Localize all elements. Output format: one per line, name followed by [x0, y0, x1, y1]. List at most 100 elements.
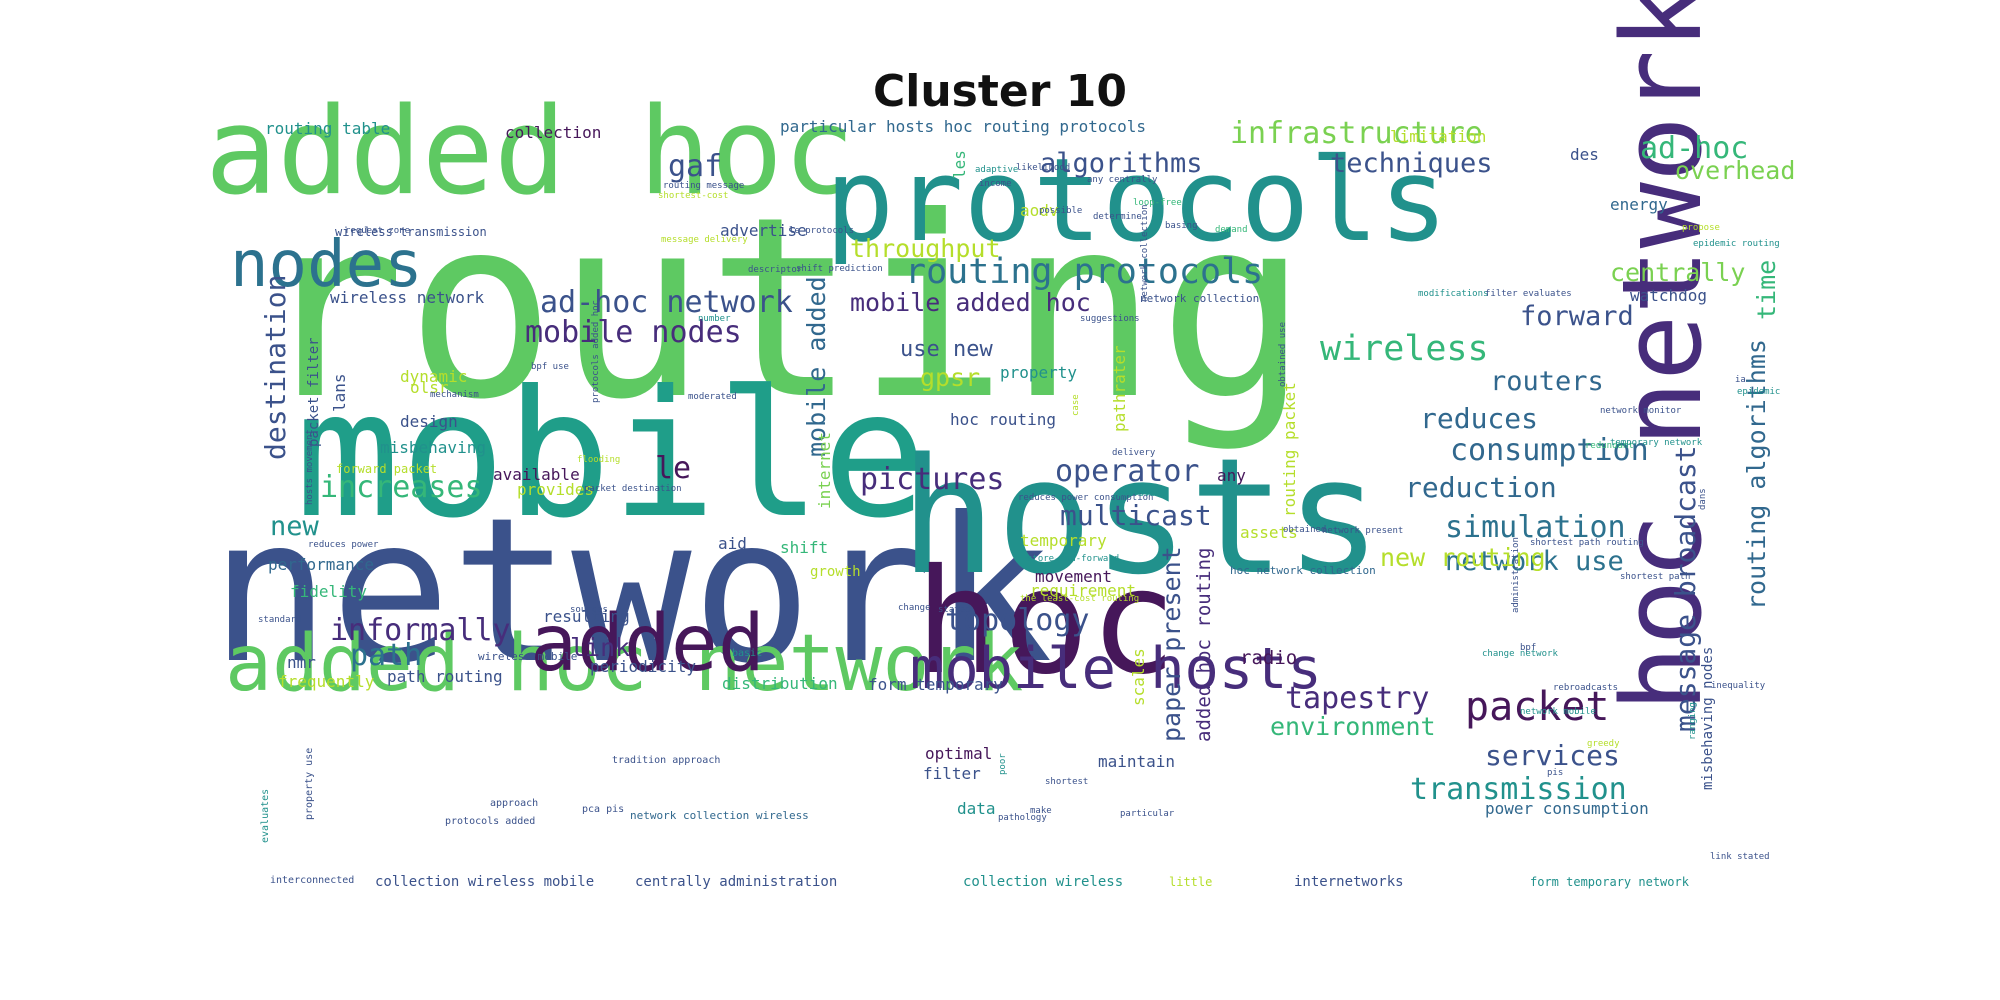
cloud-word: watchdog — [1630, 286, 1707, 305]
cloud-word: path — [350, 638, 422, 673]
cloud-word: shift prediction — [796, 264, 883, 274]
cloud-word: routing table — [265, 119, 390, 138]
cloud-word: tradition approach — [612, 755, 720, 766]
cloud-word: wireless transmission — [335, 225, 487, 239]
cloud-word: particular — [1120, 809, 1175, 819]
cloud-word: reduces — [1420, 402, 1538, 435]
cloud-word: destination — [259, 275, 292, 460]
cloud-word: dynamic — [400, 367, 467, 386]
cloud-word: ad-hoc network — [540, 285, 793, 320]
cloud-word: obtained use — [1278, 322, 1288, 387]
cloud-word: modifications — [1418, 289, 1488, 299]
cloud-word: packet filter — [306, 337, 322, 447]
cloud-word: collection — [505, 123, 601, 142]
cloud-word: time — [1752, 260, 1781, 320]
cloud-word: growth — [810, 564, 861, 580]
cloud-word: multicast — [1060, 499, 1212, 532]
cloud-word: form temporary — [868, 675, 1003, 694]
cloud-word: environment — [1270, 712, 1436, 741]
cloud-word: loop-free — [1133, 198, 1182, 208]
cloud-word: algorithms — [1040, 148, 1203, 179]
cloud-word: income — [979, 179, 1012, 189]
cloud-word: les — [950, 150, 969, 179]
cloud-word: internet — [815, 432, 834, 509]
cloud-word: property use — [304, 748, 315, 820]
cloud-word: shortest path routing — [1530, 538, 1644, 548]
cloud-word: routing protocols — [905, 252, 1263, 292]
cloud-word: network collection wireless — [630, 809, 809, 822]
cloud-word: assets — [1240, 523, 1298, 542]
cloud-word: shortest-cost — [658, 191, 728, 201]
cloud-word: distribution — [722, 674, 838, 693]
cloud-word: mobile nodes — [525, 315, 742, 350]
cloud-word: adaptive — [975, 165, 1018, 175]
cloud-word: hosts — [900, 423, 1382, 610]
cloud-word: little — [1169, 875, 1212, 889]
cloud-word: gaf — [668, 149, 722, 184]
cloud-word: interconnected — [270, 875, 354, 886]
cloud-word: mobile added — [802, 276, 831, 457]
cloud-word: resulting — [543, 607, 630, 626]
cloud-word: hoc network — [1598, 0, 1726, 712]
cloud-word: routing message — [663, 181, 744, 191]
cloud-word: performance — [268, 555, 374, 574]
cloud-word: le protocols — [789, 226, 854, 236]
cloud-word: le — [655, 451, 691, 486]
cloud-word: inequality — [1711, 681, 1766, 691]
cloud-word: any centrally — [1087, 175, 1158, 185]
cloud-word: network mobile — [1520, 707, 1596, 717]
cloud-word: network collection — [1140, 292, 1259, 305]
cloud-word: misbehaving — [380, 438, 486, 457]
cloud-word: bpf use — [531, 362, 569, 372]
cloud-word: increases — [320, 470, 483, 505]
cloud-word: form temporary network — [1530, 875, 1690, 889]
cloud-word: centrally — [1610, 258, 1745, 287]
cloud-word: internetworks — [1294, 874, 1404, 890]
cloud-word: link stated — [1710, 852, 1770, 862]
cloud-word: evaluates — [260, 789, 271, 843]
cloud-word: possible — [1039, 206, 1082, 216]
cloud-word: message broadcast — [1669, 445, 1702, 732]
cloud-word: particular hosts hoc routing protocols — [780, 117, 1146, 136]
cloud-word: filter — [923, 764, 981, 783]
cloud-word: flooding — [577, 455, 620, 465]
cloud-word: bpf — [1520, 643, 1536, 653]
cloud-word: added hoc routing — [1193, 548, 1215, 742]
cloud-word: simulation — [1445, 510, 1626, 545]
cloud-word: pathology — [998, 813, 1047, 823]
cloud-word: path routing — [387, 667, 503, 686]
cloud-word: wireless network — [330, 288, 484, 307]
cloud-word: techniques — [1330, 148, 1493, 179]
cloud-word: request zone — [345, 226, 410, 236]
cloud-word: use new — [900, 337, 993, 362]
cloud-word: data — [957, 799, 996, 818]
cloud-word: hoc — [915, 538, 1177, 707]
cloud-word: routing — [255, 163, 1309, 454]
cloud-word: case — [1071, 394, 1081, 416]
cloud-word: des — [1570, 145, 1599, 164]
cloud-word: radio — [1240, 647, 1297, 669]
cloud-word: pca pis — [582, 804, 624, 815]
cloud-word: redundant — [1585, 441, 1634, 451]
cloud-word: collection wireless — [963, 874, 1123, 890]
cloud-word: paper present — [1157, 546, 1186, 742]
cloud-word: gpsr — [920, 363, 980, 392]
cloud-word: pictures — [860, 462, 1005, 497]
cloud-word: network use — [1445, 546, 1624, 577]
cloud-word: mechanism — [430, 390, 479, 400]
cloud-word: tapestry — [1285, 681, 1430, 716]
cloud-word: olsr — [410, 378, 449, 397]
cloud-word: hoc network collection — [1230, 564, 1376, 577]
cloud-word: nmr — [287, 653, 316, 672]
cloud-word: approach — [490, 798, 538, 809]
cloud-word: frequently — [278, 672, 375, 691]
cloud-word: determine — [1093, 212, 1142, 222]
cloud-word: ia — [1735, 375, 1746, 385]
cloud-word: misbehaving nodes — [1700, 647, 1716, 790]
cloud-word: greedy — [1587, 739, 1620, 749]
cloud-word: energy — [1610, 195, 1668, 214]
cloud-word: link — [570, 633, 630, 662]
cloud-word: forward packet — [336, 462, 437, 476]
